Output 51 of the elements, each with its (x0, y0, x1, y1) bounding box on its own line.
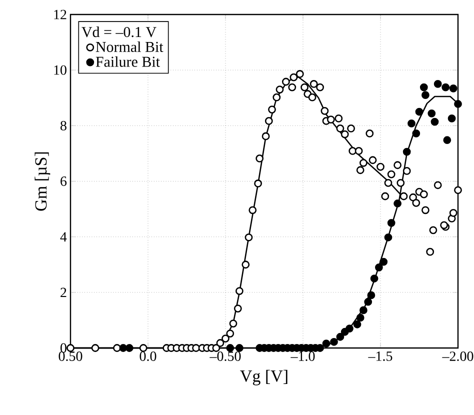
point (226, 344, 234, 352)
point (420, 83, 428, 92)
point (442, 83, 450, 92)
point (359, 306, 368, 314)
point (346, 324, 354, 332)
y-tick-label: 12 (54, 10, 66, 20)
x-tick-label: –1.0 (290, 352, 315, 362)
point (430, 118, 439, 126)
x-tick-label: 0.0 (140, 352, 156, 362)
point (402, 148, 411, 156)
point (454, 100, 462, 108)
point (322, 340, 330, 348)
point (443, 136, 452, 144)
point (415, 108, 424, 116)
legend-label: Failure Bit (96, 56, 160, 67)
point (448, 114, 456, 122)
x-tick-label: –1.5 (368, 352, 392, 361)
point (384, 233, 392, 242)
point (367, 291, 376, 300)
x-tick-label: –2.00 (442, 352, 474, 362)
point (336, 332, 344, 341)
point (394, 200, 402, 208)
x-axis-title: Vg [V] (240, 370, 288, 386)
point (422, 91, 430, 100)
point (356, 314, 364, 322)
point (434, 80, 442, 88)
y-tick-label: 8 (60, 120, 66, 130)
point (412, 129, 420, 138)
y-tick-label: 6 (60, 176, 67, 186)
point (353, 320, 362, 328)
point (370, 274, 378, 282)
x-tick-label: 0.50 (58, 352, 82, 362)
point (125, 344, 134, 352)
legend-title: Vd = –0.1 V (82, 26, 156, 38)
point (408, 119, 416, 128)
point (428, 109, 436, 118)
y-tick-label: 4 (60, 232, 67, 242)
y-tick-label: 0 (60, 343, 66, 353)
point (387, 218, 396, 227)
point (380, 258, 388, 266)
x-tick-label: –0.50 (210, 352, 241, 362)
y-tick-label: 10 (54, 65, 66, 75)
y-tick-label: 2 (60, 288, 66, 298)
point (330, 338, 338, 346)
point (449, 84, 458, 92)
legend-label: Normal Bit (96, 41, 164, 52)
point (364, 298, 372, 306)
y-axis-title: Gm [µS] (34, 152, 50, 211)
point (375, 263, 383, 272)
point (119, 344, 128, 352)
point (235, 344, 244, 352)
